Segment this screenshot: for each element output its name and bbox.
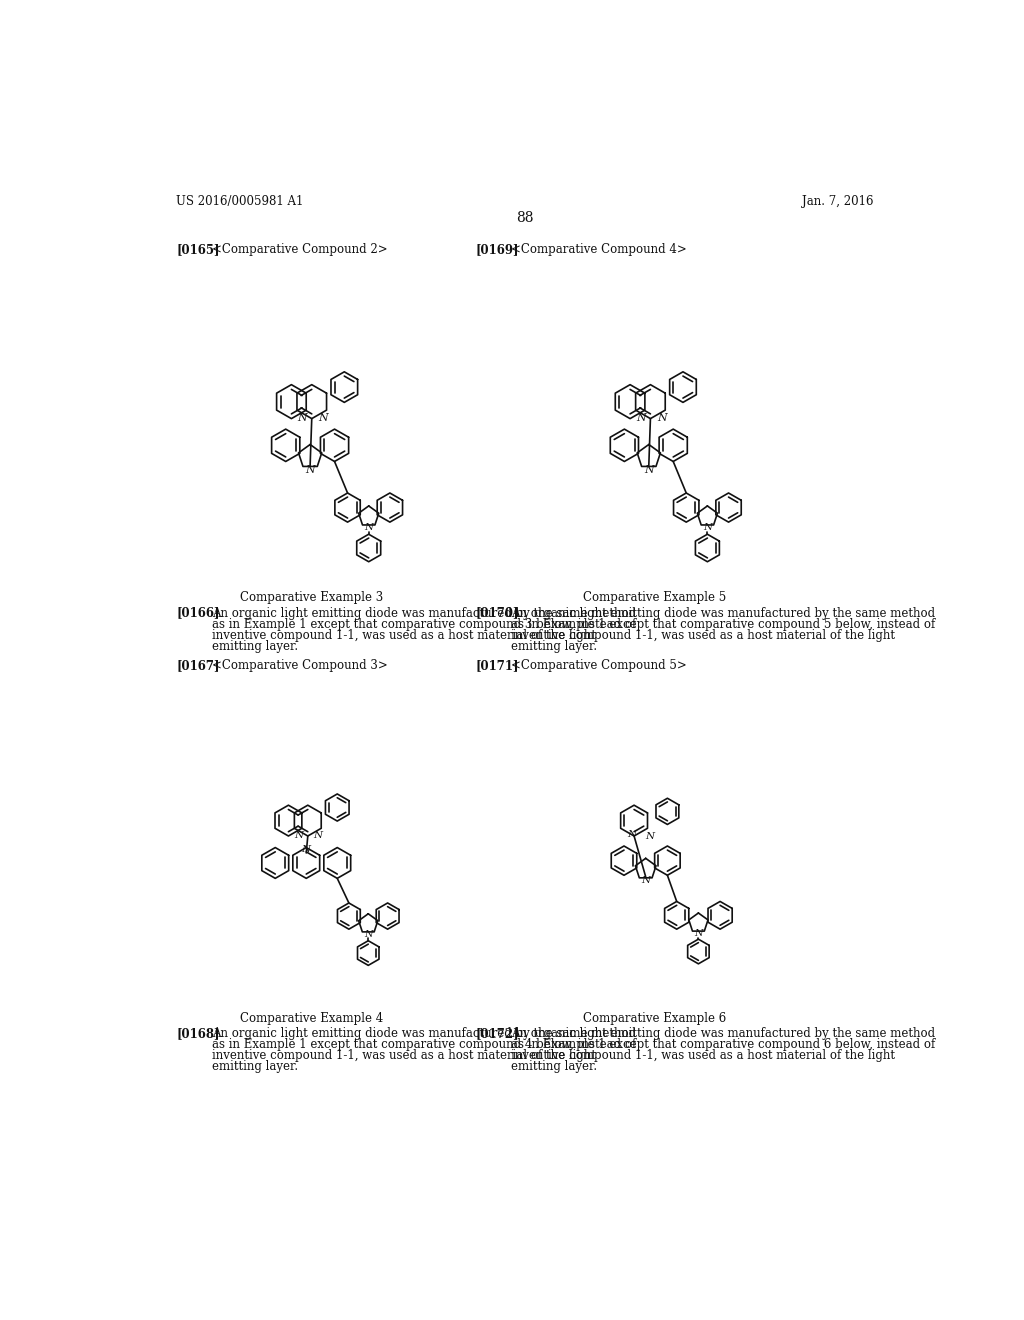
Text: emitting layer.: emitting layer. xyxy=(212,640,298,653)
Text: An organic light emitting diode was manufactured by the same method: An organic light emitting diode was manu… xyxy=(212,607,636,619)
Text: N: N xyxy=(318,413,328,422)
Text: N: N xyxy=(364,931,373,939)
Text: US 2016/0005981 A1: US 2016/0005981 A1 xyxy=(176,195,303,209)
Text: [0165]: [0165] xyxy=(176,243,219,256)
Text: Jan. 7, 2016: Jan. 7, 2016 xyxy=(802,195,873,209)
Text: [0172]: [0172] xyxy=(475,1027,519,1040)
Text: as in Example 1 except that comparative compound 5 below, instead of: as in Example 1 except that comparative … xyxy=(511,618,935,631)
Text: <Comparative Compound 4>: <Comparative Compound 4> xyxy=(511,243,687,256)
Text: An organic light emitting diode was manufactured by the same method: An organic light emitting diode was manu… xyxy=(511,607,935,619)
Text: as in Example 1 except that comparative compound 3 below, instead of: as in Example 1 except that comparative … xyxy=(212,618,636,631)
Text: N: N xyxy=(641,876,650,886)
Text: N: N xyxy=(294,830,303,840)
Text: N: N xyxy=(297,413,307,422)
Text: N: N xyxy=(702,523,712,532)
Text: An organic light emitting diode was manufactured by the same method: An organic light emitting diode was manu… xyxy=(212,1027,636,1040)
Text: N: N xyxy=(657,413,667,422)
Text: Comparative Example 6: Comparative Example 6 xyxy=(584,1011,727,1024)
Text: Comparative Example 3: Comparative Example 3 xyxy=(240,591,383,605)
Text: inventive compound 1-1, was used as a host material of the light: inventive compound 1-1, was used as a ho… xyxy=(212,1049,596,1063)
Text: emitting layer.: emitting layer. xyxy=(511,1060,597,1073)
Text: [0171]: [0171] xyxy=(475,659,519,672)
Text: [0168]: [0168] xyxy=(176,1027,219,1040)
Text: inventive compound 1-1, was used as a host material of the light: inventive compound 1-1, was used as a ho… xyxy=(212,628,596,642)
Text: [0169]: [0169] xyxy=(475,243,519,256)
Text: emitting layer.: emitting layer. xyxy=(212,1060,298,1073)
Text: N: N xyxy=(636,413,645,422)
Text: Comparative Example 5: Comparative Example 5 xyxy=(584,591,727,605)
Text: emitting layer.: emitting layer. xyxy=(511,640,597,653)
Text: N: N xyxy=(644,465,653,475)
Text: N: N xyxy=(305,465,315,475)
Text: [0166]: [0166] xyxy=(176,607,219,619)
Text: N: N xyxy=(627,830,636,840)
Text: <Comparative Compound 3>: <Comparative Compound 3> xyxy=(212,659,387,672)
Text: as in Example 1 except that comparative compound 4 below, instead of: as in Example 1 except that comparative … xyxy=(212,1038,636,1051)
Text: inventive compound 1-1, was used as a host material of the light: inventive compound 1-1, was used as a ho… xyxy=(511,1049,895,1063)
Text: <Comparative Compound 2>: <Comparative Compound 2> xyxy=(212,243,387,256)
Text: N: N xyxy=(645,833,654,841)
Text: [0167]: [0167] xyxy=(176,659,219,672)
Text: <Comparative Compound 5>: <Comparative Compound 5> xyxy=(511,659,687,672)
Text: inventive compound 1-1, was used as a host material of the light: inventive compound 1-1, was used as a ho… xyxy=(511,628,895,642)
Text: N: N xyxy=(313,830,323,840)
Text: N: N xyxy=(365,523,373,532)
Text: as in Example 1 except that comparative compound 6 below, instead of: as in Example 1 except that comparative … xyxy=(511,1038,935,1051)
Text: Comparative Example 4: Comparative Example 4 xyxy=(240,1011,383,1024)
Text: N: N xyxy=(694,929,702,939)
Text: An organic light emitting diode was manufactured by the same method: An organic light emitting diode was manu… xyxy=(511,1027,935,1040)
Text: 88: 88 xyxy=(516,211,534,224)
Text: N: N xyxy=(302,845,311,854)
Text: [0170]: [0170] xyxy=(475,607,519,619)
